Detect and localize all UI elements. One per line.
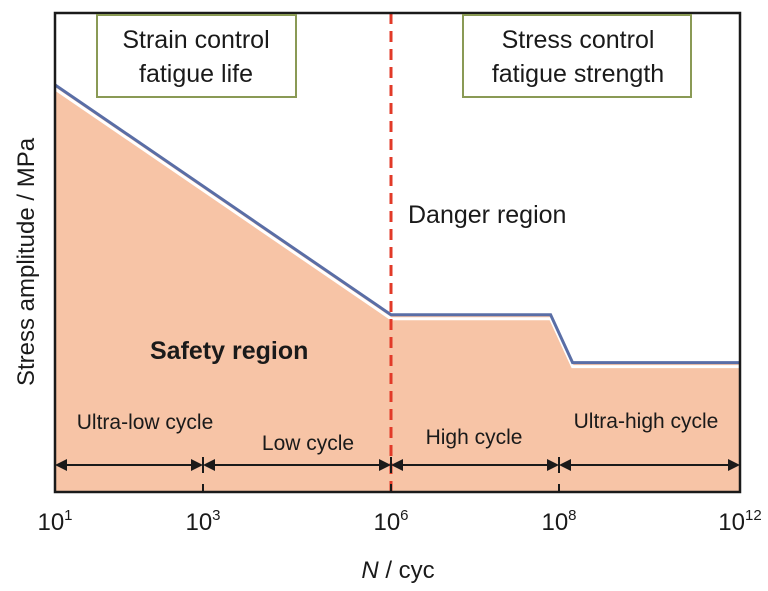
overlay-layer: Strain control fatigue life Stress contr…: [13, 14, 719, 584]
regime-arrow-left-0: [55, 459, 67, 471]
regime-arrow-left-1: [203, 459, 215, 471]
x-tick-label-4: 1012: [718, 507, 761, 536]
stress-control-line1: Stress control: [502, 26, 655, 54]
y-axis-label: Stress amplitude / MPa: [13, 137, 40, 386]
x-tick-label-0: 101: [37, 507, 72, 536]
x-tick-label-3: 108: [541, 507, 576, 536]
regime-arrow-right-1: [379, 459, 391, 471]
regime-arrow-left-3: [559, 459, 571, 471]
regime-arrow-left-2: [391, 459, 403, 471]
plot-layer: 101 103 106 108 1012: [37, 11, 762, 536]
plot-frame: [53, 11, 742, 494]
strain-control-line2: fatigue life: [139, 60, 253, 88]
strain-control-line1: Strain control: [122, 26, 269, 54]
safety-area: [55, 84, 740, 492]
sn-curve-line: [54, 83, 740, 365]
regime-label-ultra-low: Ultra-low cycle: [77, 411, 214, 434]
stress-control-line2: fatigue strength: [492, 60, 664, 88]
regime-arrow-right-2: [547, 459, 559, 471]
danger-region-label: Danger region: [408, 201, 566, 229]
regime-arrow-right-0: [191, 459, 203, 471]
strain-control-box: [96, 14, 297, 98]
safety-region-label: Safety region: [150, 337, 308, 365]
regime-label-low: Low cycle: [262, 432, 354, 455]
regime-label-high: High cycle: [426, 426, 523, 449]
x-tick-label-2: 106: [373, 507, 408, 536]
x-axis-label: N / cyc: [361, 557, 434, 584]
stress-control-box: [462, 14, 692, 98]
x-tick-label-1: 103: [185, 507, 220, 536]
regime-arrow-right-3: [728, 459, 740, 471]
curve-highlight: [54, 87, 740, 369]
regime-label-ultra-high: Ultra-high cycle: [574, 410, 719, 433]
